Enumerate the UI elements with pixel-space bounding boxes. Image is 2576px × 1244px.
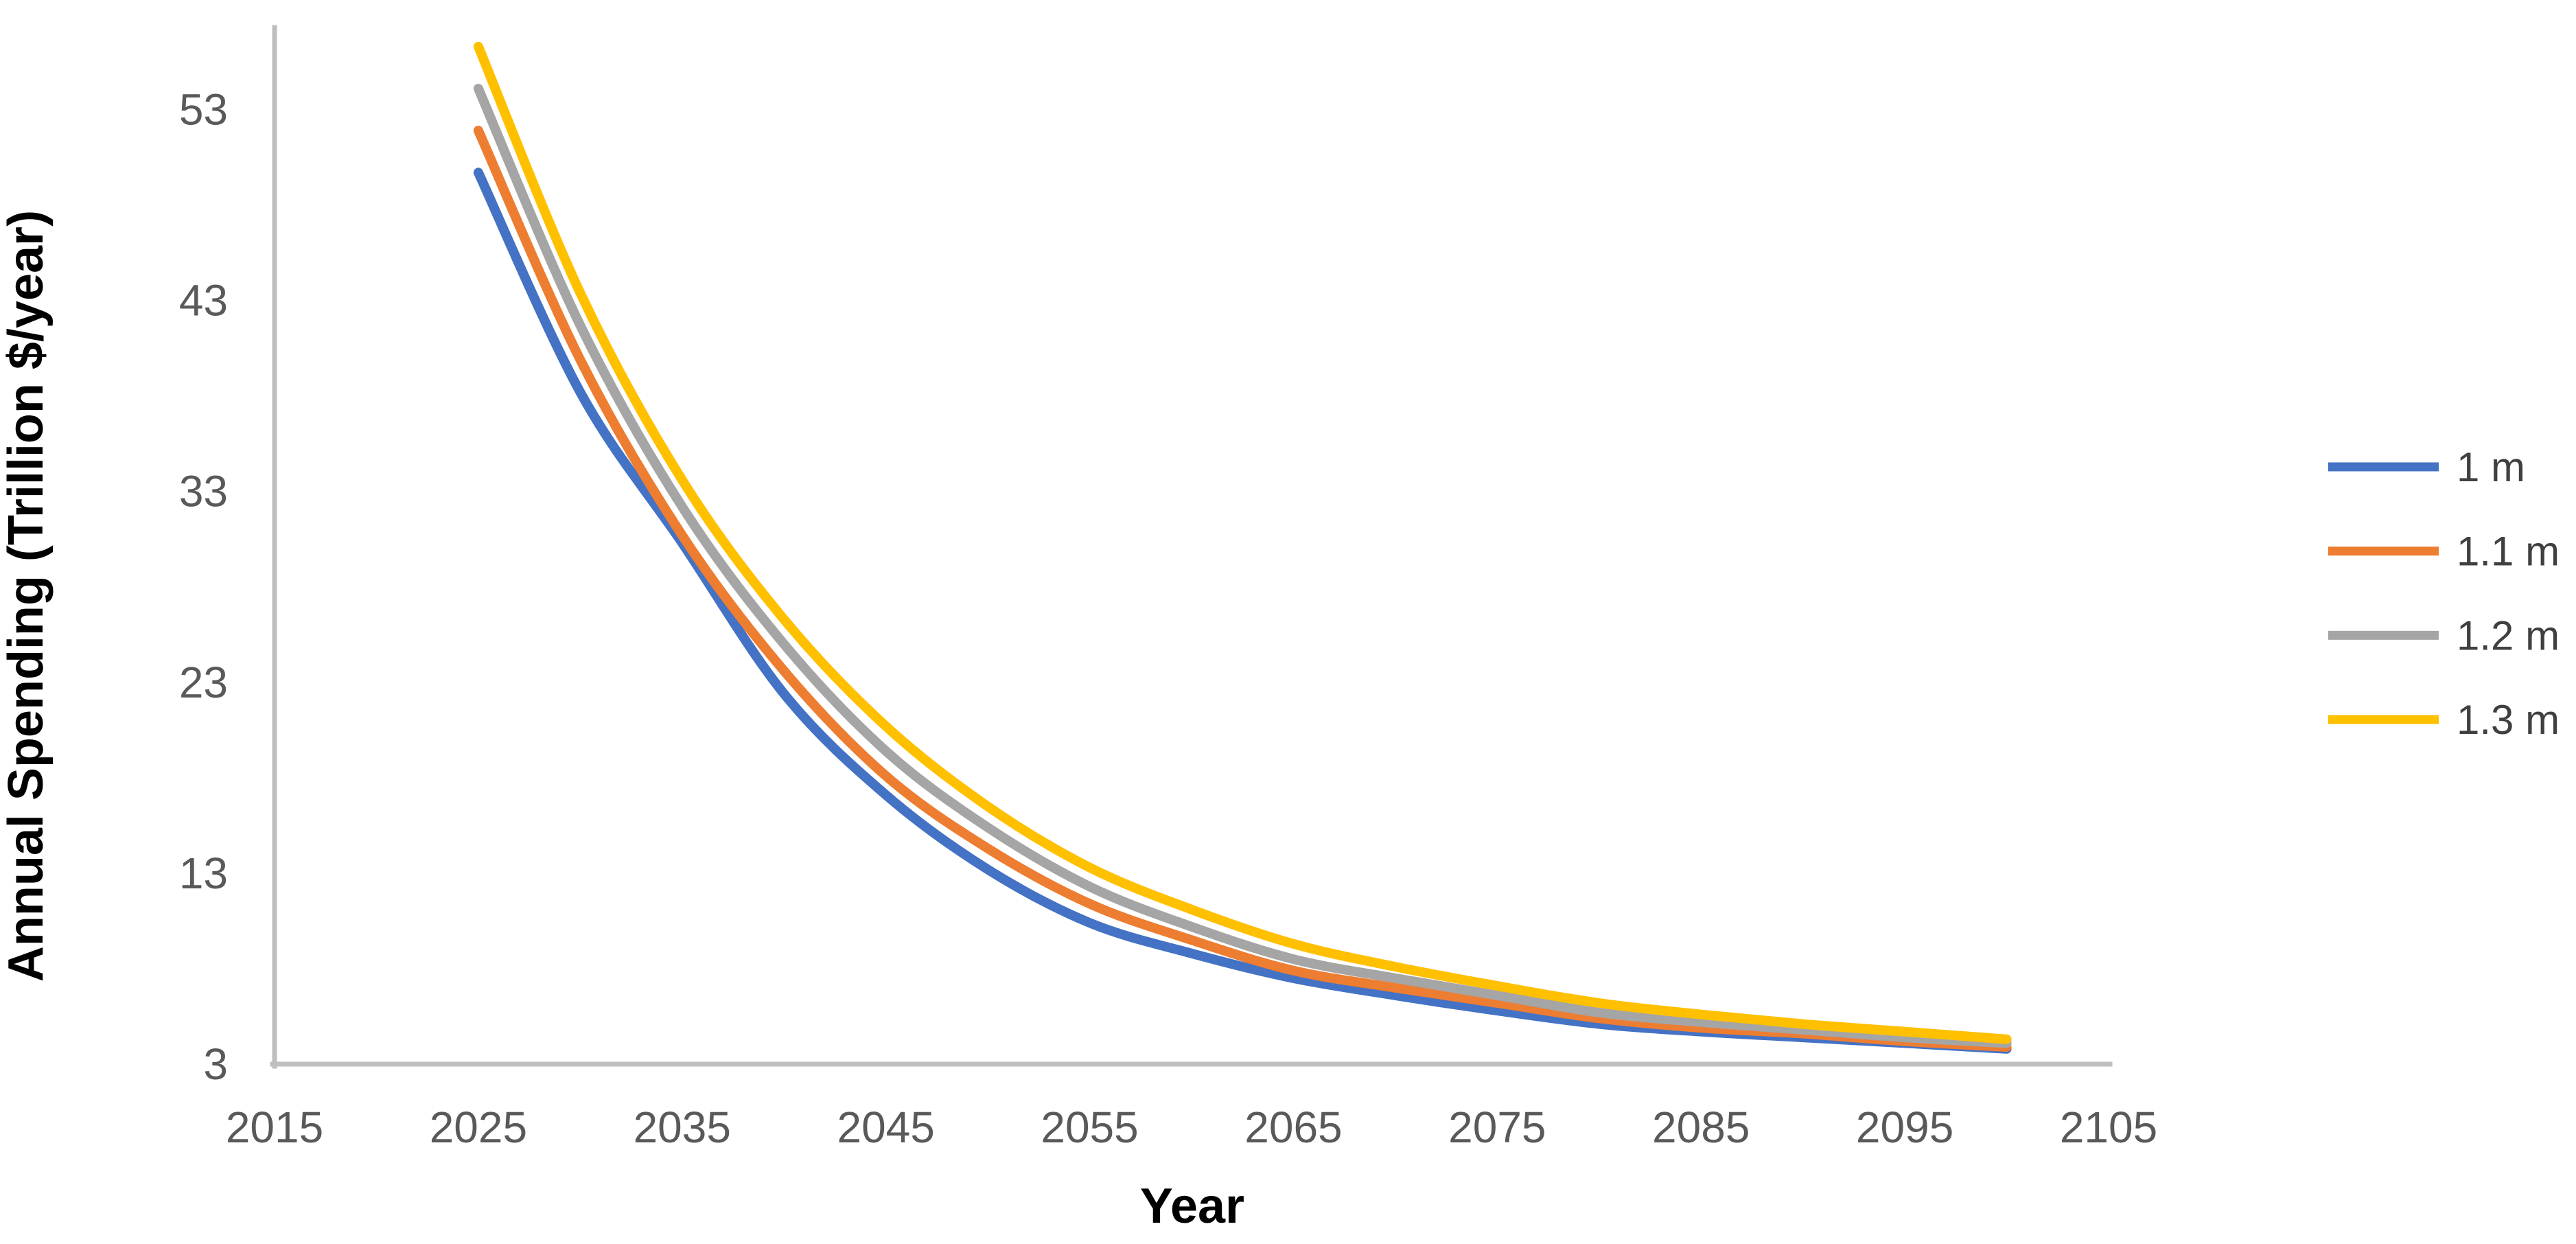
y-tick-label: 3 bbox=[203, 1039, 228, 1089]
legend: 1 m 1.1 m 1.2 m 1.3 m bbox=[2328, 444, 2560, 743]
y-axis-title: Annual Spending (Trillion $/year) bbox=[0, 210, 54, 982]
y-axis-tick-labels: 3 13 23 33 43 53 bbox=[179, 85, 228, 1089]
legend-label: 1 m bbox=[2457, 444, 2525, 490]
legend-item-1.3-m: 1.3 m bbox=[2328, 697, 2560, 743]
legend-label: 1.2 m bbox=[2457, 612, 2560, 658]
x-tick-label: 2095 bbox=[1856, 1103, 1953, 1152]
x-tick-label: 2065 bbox=[1244, 1103, 1342, 1152]
x-tick-label: 2015 bbox=[226, 1103, 323, 1152]
x-tick-label: 2025 bbox=[430, 1103, 527, 1152]
legend-item-1.2-m: 1.2 m bbox=[2328, 612, 2560, 658]
series-line-1.1-m bbox=[473, 126, 2012, 1052]
legend-item-1.1-m: 1.1 m bbox=[2328, 529, 2560, 575]
x-tick-label: 2045 bbox=[837, 1103, 934, 1152]
x-axis-tick-labels: 2015 2025 2035 2045 2055 2065 2075 2085 2095 2105 bbox=[226, 1103, 2157, 1152]
y-tick-label: 13 bbox=[179, 849, 228, 898]
series-lines bbox=[473, 41, 2012, 1054]
x-tick-label: 2085 bbox=[1652, 1103, 1750, 1152]
y-tick-label: 23 bbox=[179, 658, 228, 707]
x-axis-title: Year bbox=[1140, 1179, 1244, 1234]
legend-label: 1.3 m bbox=[2457, 697, 2560, 743]
y-tick-label: 53 bbox=[179, 85, 228, 135]
legend-item-1-m: 1 m bbox=[2328, 444, 2525, 490]
y-tick-label: 33 bbox=[179, 467, 228, 516]
x-tick-label: 2075 bbox=[1448, 1103, 1546, 1152]
series-line-1.3-m bbox=[473, 41, 2012, 1044]
x-tick-label: 2105 bbox=[2060, 1103, 2157, 1152]
x-tick-label: 2055 bbox=[1041, 1103, 1138, 1152]
series-line-1.2-m bbox=[473, 84, 2012, 1048]
y-tick-label: 43 bbox=[179, 276, 228, 325]
x-tick-label: 2035 bbox=[634, 1103, 731, 1152]
legend-label: 1.1 m bbox=[2457, 529, 2560, 575]
